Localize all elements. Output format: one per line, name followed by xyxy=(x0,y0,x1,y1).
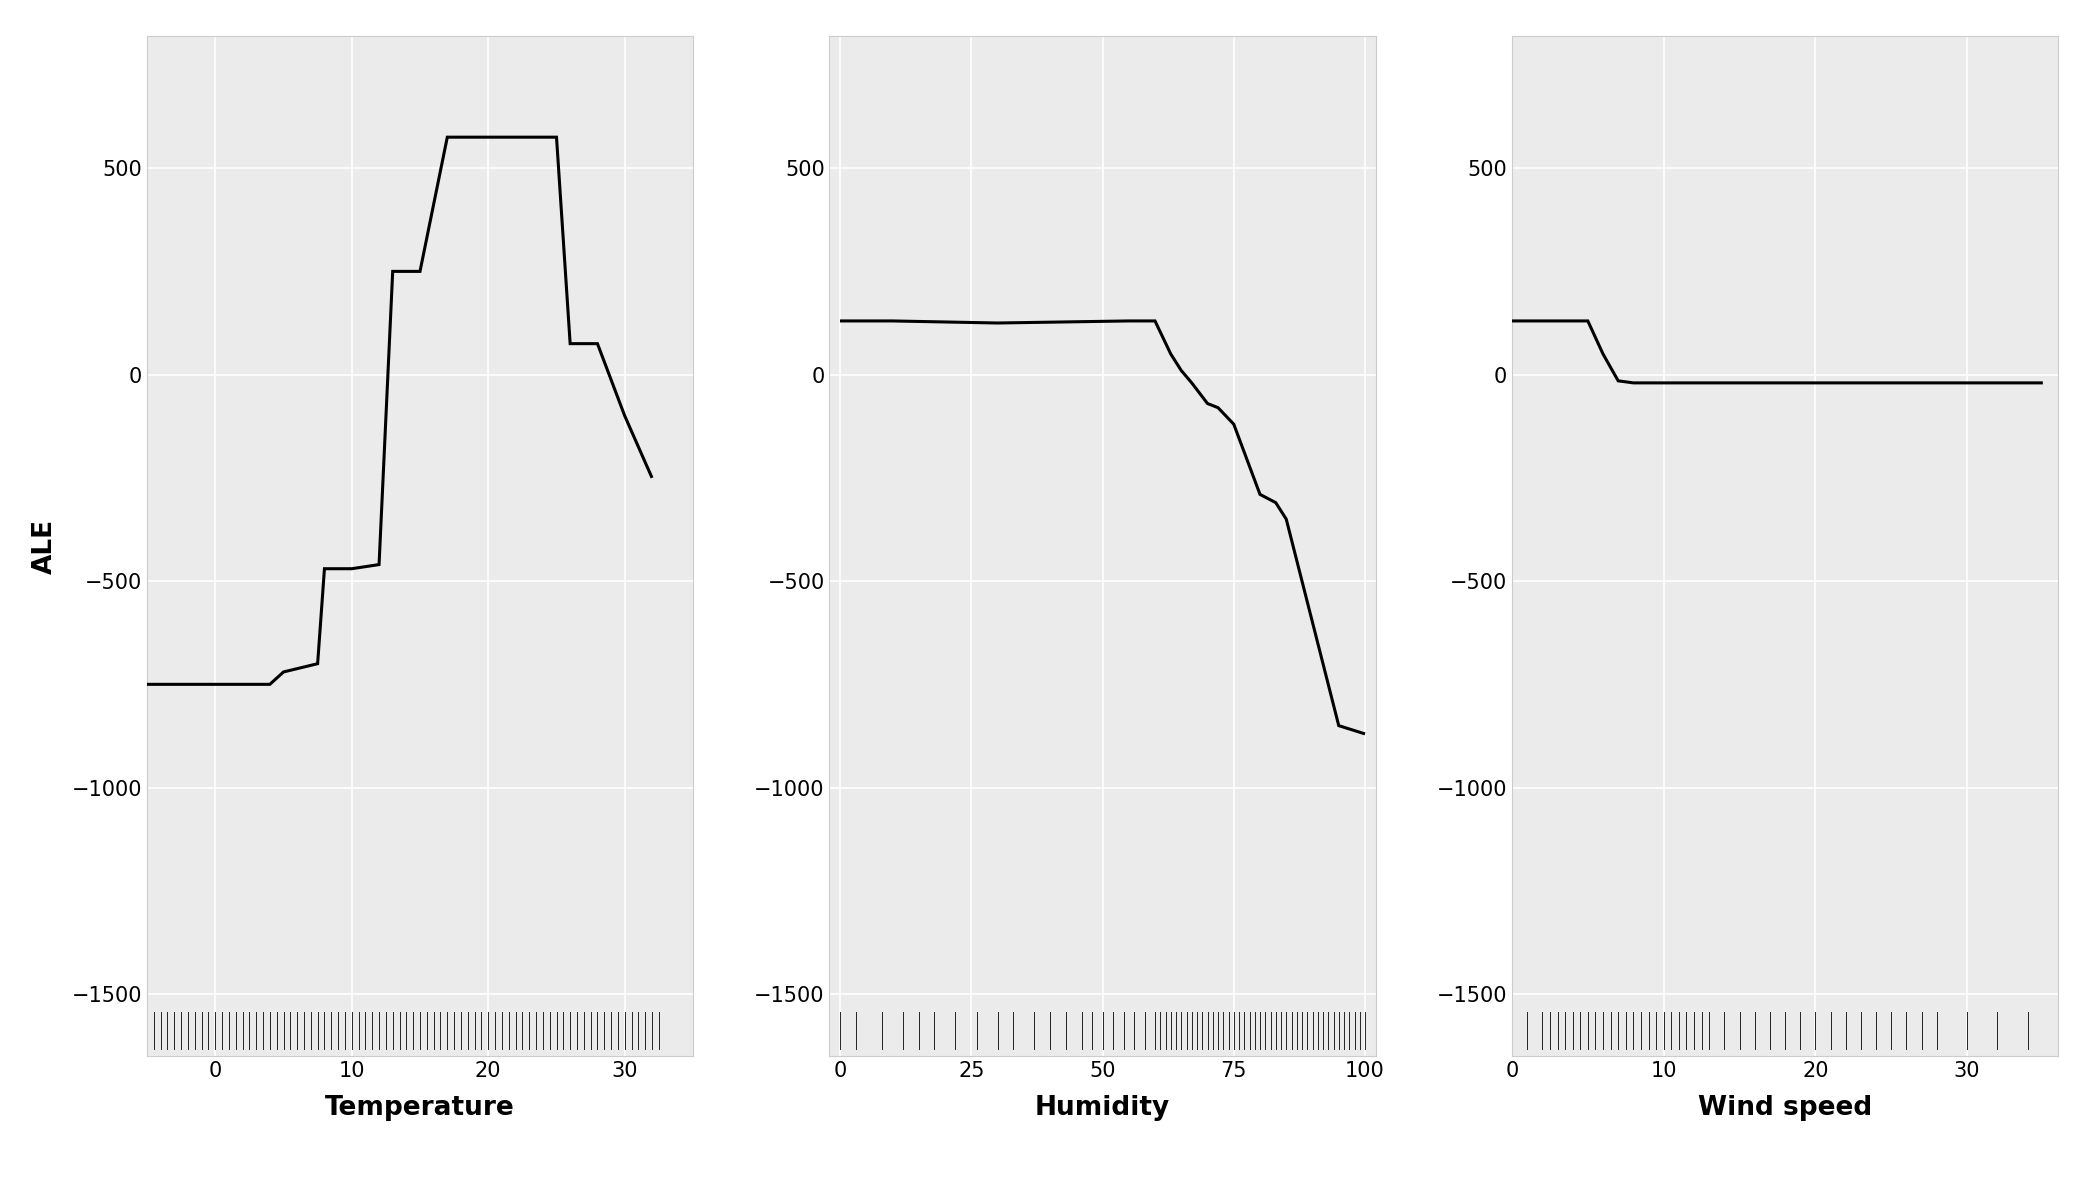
Y-axis label: ALE: ALE xyxy=(32,518,59,574)
X-axis label: Humidity: Humidity xyxy=(1035,1094,1170,1121)
X-axis label: Temperature: Temperature xyxy=(326,1094,514,1121)
X-axis label: Wind speed: Wind speed xyxy=(1699,1094,1871,1121)
